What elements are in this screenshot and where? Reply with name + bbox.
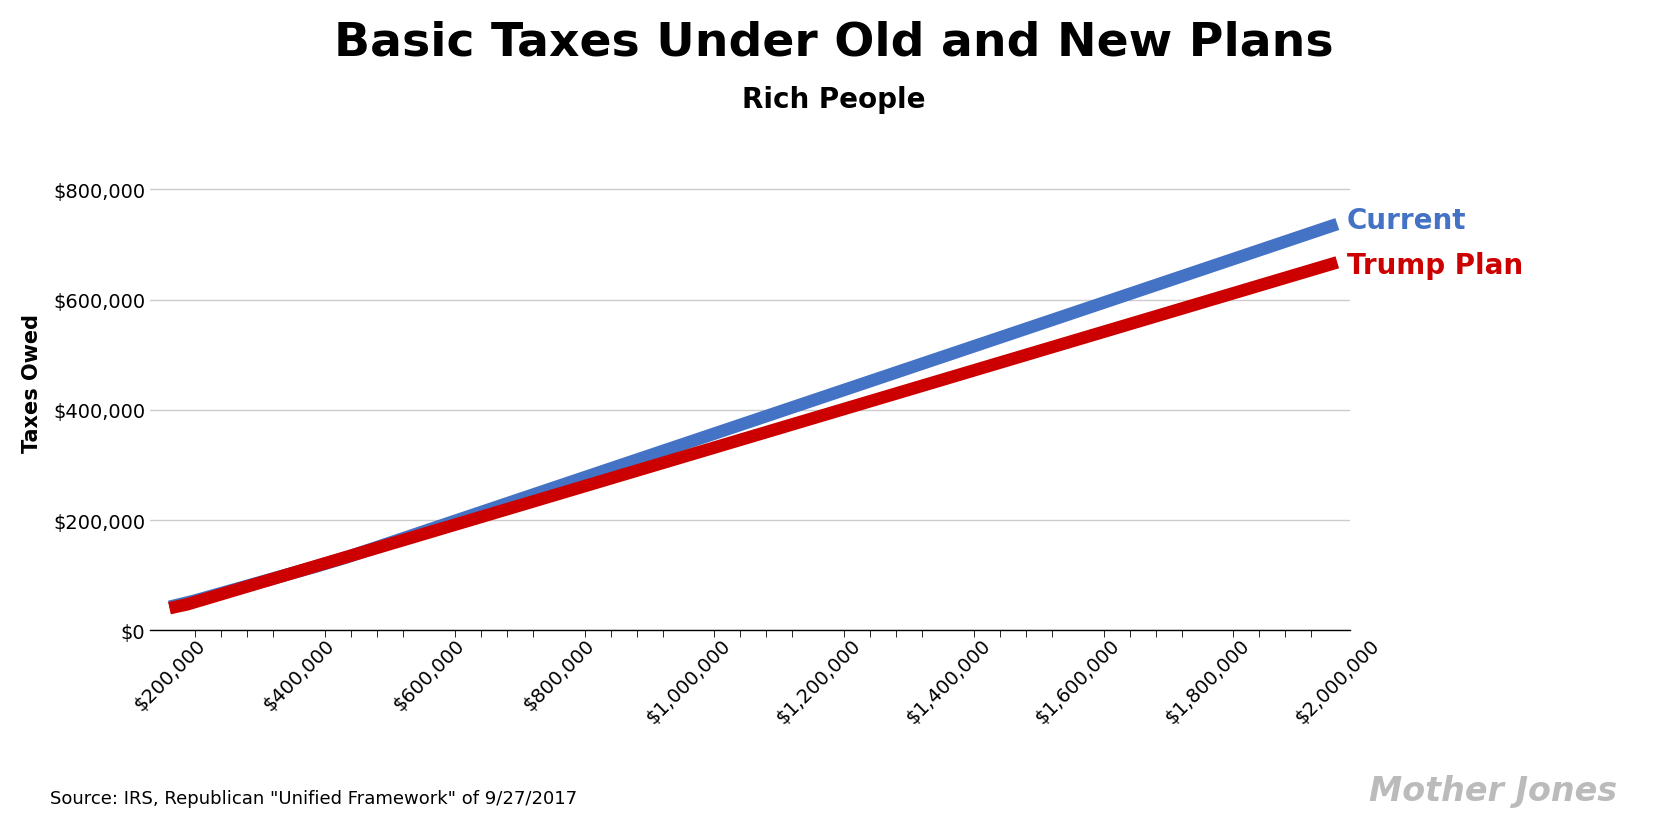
Text: Mother Jones: Mother Jones	[1369, 774, 1617, 807]
Text: Trump Plan: Trump Plan	[1347, 251, 1524, 280]
Text: Current: Current	[1347, 206, 1467, 234]
Text: Source: IRS, Republican "Unified Framework" of 9/27/2017: Source: IRS, Republican "Unified Framewo…	[50, 789, 577, 807]
Y-axis label: Taxes Owed: Taxes Owed	[22, 314, 42, 452]
Text: Rich People: Rich People	[742, 86, 925, 114]
Text: Basic Taxes Under Old and New Plans: Basic Taxes Under Old and New Plans	[333, 20, 1334, 66]
